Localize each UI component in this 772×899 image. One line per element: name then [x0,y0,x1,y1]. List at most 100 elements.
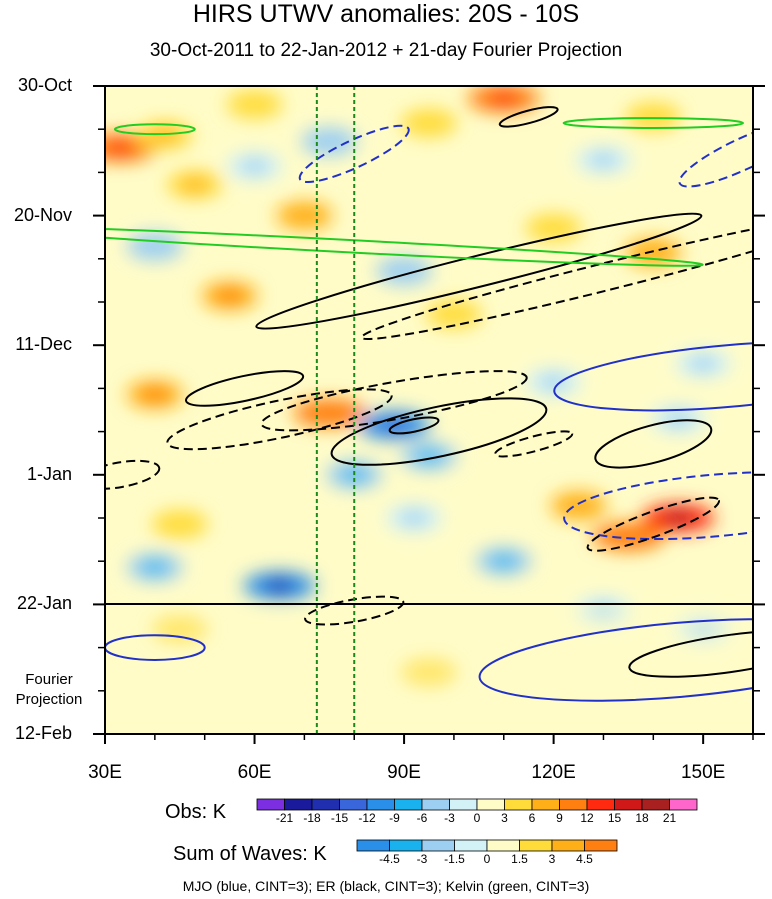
colorbar-tick-label: -6 [416,811,428,825]
anomaly-core [539,375,568,390]
colorbar-tick-label: -12 [358,811,376,825]
wave-contour-mjo [298,124,410,184]
wave-contour-mjo [563,471,753,541]
projection-label-line2: Projection [15,691,83,708]
projection-region [105,604,753,734]
x-tick-label: 120E [531,762,576,783]
y-tick-label: 1-Jan [26,463,72,484]
colorbar-tick-label: 0 [483,852,491,866]
anomaly-core [240,97,269,112]
obs-colorbar [256,798,698,811]
colorbar-tick-label: -9 [389,811,400,825]
anomaly-core [165,517,194,532]
colorbar-tick-label: 3 [501,811,508,825]
anomaly-field [105,86,732,705]
axis-ticks [93,85,765,744]
x-tick-label: 30E [88,762,122,783]
colorbar-tick-label: 6 [528,811,536,825]
anomaly-core [639,109,668,124]
colorbar-tick-label: 4.5 [576,852,593,866]
anomaly-core [140,387,169,402]
colorbar-box [586,798,615,811]
wave-contour-er [628,629,753,678]
colorbar-box [614,798,643,811]
colorbar-box [356,839,390,852]
anomaly-core [290,208,319,223]
colorbar-tick-label: 21 [662,811,677,825]
wave-contour-mjo [678,120,753,188]
anomaly-core [664,412,693,427]
anomaly-core [315,406,344,421]
colorbar-box [584,839,618,852]
obs-colorbar-title: Obs: K [165,801,227,823]
colorbar-box [454,839,488,852]
colorbar-box [449,798,478,811]
colorbar-box [311,798,340,811]
colorbar-tick-label: -3 [444,811,455,825]
colorbar-box [559,798,588,811]
x-tick-label: 90E [387,762,421,783]
colorbar-box [284,798,313,811]
anomaly-core [589,153,618,168]
wave-contour-mjo [478,618,753,702]
colorbar-tick-label: -15 [330,811,349,825]
anomaly-core [215,288,244,303]
colorbar-tick-label: 18 [635,811,649,825]
wave-contour-er [166,388,393,451]
colorbar-box [421,839,455,852]
anomaly-core [539,220,568,235]
anomaly-core [240,159,269,174]
colorbar-box [339,798,368,811]
wave-contour-er [105,459,161,490]
anomaly-core [514,683,543,698]
anomaly-core [439,307,468,322]
colorbar-tick-label: 3 [548,852,556,866]
anomaly-core [140,239,169,254]
wave-contour-er [586,496,721,552]
wave-contour-er [304,595,405,626]
colorbar-tick-label: -18 [303,811,321,825]
anomaly-core [180,177,209,192]
colorbar-box [519,839,553,852]
anomaly-core [689,356,718,371]
colorbar-box [476,798,505,811]
x-tick-label: 60E [237,762,272,783]
wave-contour-er [185,370,305,407]
anomaly-core [489,91,518,106]
anomaly-core [150,128,179,143]
anomaly-core [400,511,429,525]
chart-title: HIRS UTWV anomalies: 20S - 10S [192,0,580,28]
fourier-projection-label: Fourier Projection [8,670,90,710]
x-tick-label: 150E [680,762,726,783]
colorbar-box [421,798,450,811]
wave-contour-er [498,106,559,128]
y-tick-label: 30-Oct [17,75,72,95]
anomaly-core [415,665,443,680]
wave-contour-kelvin [113,123,196,136]
anomaly-core [689,622,718,637]
wave-contour-kelvin [562,117,745,129]
colorbar-box [394,798,423,811]
colorbar-tick-label: 15 [607,811,622,825]
colorbar-tick-label: 12 [580,811,594,825]
projection-label-line1: Fourier [25,671,73,688]
anomaly-core [105,140,134,155]
colorbar-tick-label: -4.5 [379,852,400,866]
anomaly-core [315,134,344,149]
colorbar-tick-label: -21 [275,811,294,825]
colorbar-tick-label: -3 [416,852,428,866]
anomaly-core [664,511,693,525]
y-tick-label: 20-Nov [13,204,72,225]
chart-subtitle: 30-Oct-2011 to 22-Jan-2012 + 21-day Four… [149,40,623,61]
colorbar-tick-label: 0 [473,811,481,825]
colorbar-tick-label: 1.5 [511,852,528,866]
colorbar-box [366,798,395,811]
colorbar-tick-label: -1.5 [444,852,465,866]
anomaly-core [265,578,294,593]
colorbar-tick-label: 9 [556,811,563,825]
colorbar-box [389,839,423,852]
y-tick-label: 12-Feb [14,723,72,743]
anomaly-core [165,622,194,637]
wave-contour-er [330,397,548,466]
